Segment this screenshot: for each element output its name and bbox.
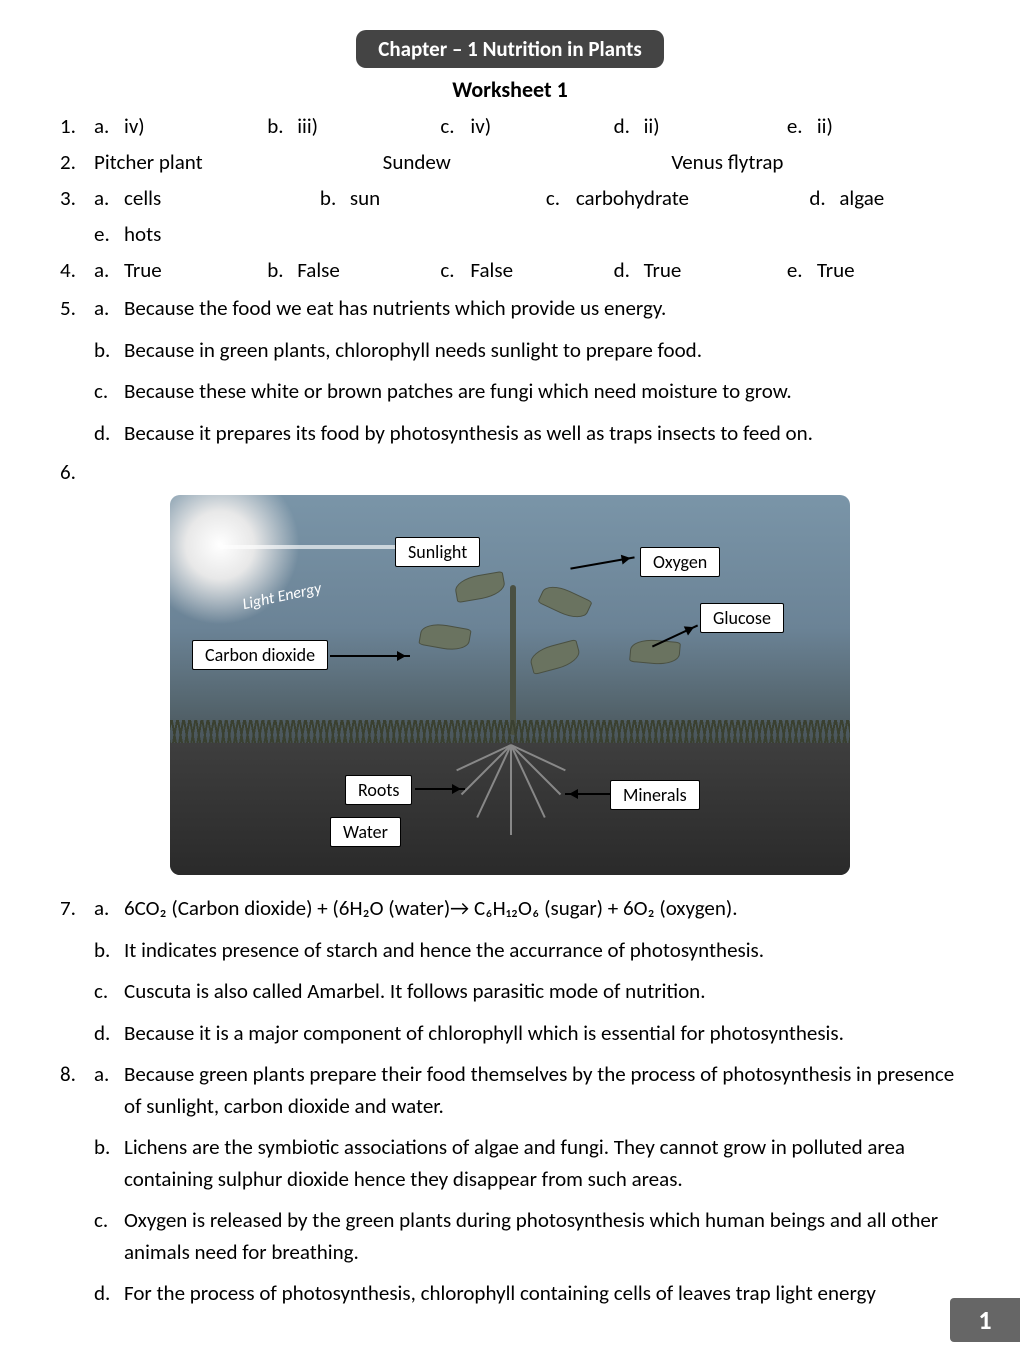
- q5d: d. Because it prepares its food by photo…: [60, 418, 960, 450]
- page-number: 1: [950, 1298, 1020, 1342]
- q5b: b. Because in green plants, chlorophyll …: [60, 335, 960, 367]
- label-sunlight: Sunlight: [395, 537, 480, 567]
- q7c: c. Cuscuta is also called Amarbel. It fo…: [60, 976, 960, 1008]
- leaf-icon: [453, 571, 506, 603]
- leaf-icon: [629, 638, 681, 666]
- chapter-title: Chapter – 1 Nutrition in Plants: [356, 30, 664, 68]
- label-co2: Carbon dioxide: [192, 640, 328, 670]
- q2-row: 2. Pitcher plant Sundew Venus flytrap: [60, 149, 960, 175]
- label-minerals: Minerals: [610, 780, 700, 810]
- q7d: d. Because it is a major component of ch…: [60, 1018, 960, 1050]
- q5c: c. Because these white or brown patches …: [60, 376, 960, 408]
- q3-row1: 3. a.cells b.sun c.carbohydrate d.algae: [60, 185, 960, 211]
- roots-graphic: [400, 745, 630, 855]
- label-oxygen: Oxygen: [640, 547, 720, 577]
- worksheet-title: Worksheet 1: [60, 76, 960, 103]
- q4-num: 4.: [60, 257, 94, 283]
- label-glucose: Glucose: [700, 603, 784, 633]
- q2-num: 2.: [60, 149, 94, 175]
- q3-row2: e.hots: [60, 221, 960, 247]
- q8a: 8. a. Because green plants prepare their…: [60, 1059, 960, 1122]
- q3-num: 3.: [60, 185, 94, 211]
- leaf-icon: [528, 639, 583, 675]
- chapter-header: Chapter – 1 Nutrition in Plants: [60, 30, 960, 68]
- arrow: [570, 556, 634, 569]
- label-roots: Roots: [345, 775, 412, 805]
- photosynthesis-diagram: Light Energy Sunlight Oxygen Glucose Car…: [170, 495, 850, 875]
- q6: 6.: [60, 459, 960, 485]
- q7a: 7. a. 6CO₂ (Carbon dioxide) + (6H₂O (wat…: [60, 893, 960, 925]
- q7b: b. It indicates presence of starch and h…: [60, 935, 960, 967]
- q1-num: 1.: [60, 113, 94, 139]
- plant-stem: [510, 585, 516, 735]
- q8b: b. Lichens are the symbiotic association…: [60, 1132, 960, 1195]
- arrow: [415, 788, 465, 790]
- label-water: Water: [330, 817, 401, 847]
- arrow: [565, 793, 610, 795]
- q4-row: 4. a.True b.False c.False d.True e.True: [60, 257, 960, 283]
- leaf-icon: [418, 621, 471, 653]
- arrow: [330, 655, 410, 657]
- q8c: c. Oxygen is released by the green plant…: [60, 1205, 960, 1268]
- q5a: 5. a. Because the food we eat has nutrie…: [60, 293, 960, 325]
- q1-row: 1. a.iv) b.iii) c.iv) d.ii) e.ii): [60, 113, 960, 139]
- leaf-icon: [537, 581, 592, 624]
- q8d: d. For the process of photosynthesis, ch…: [60, 1278, 960, 1310]
